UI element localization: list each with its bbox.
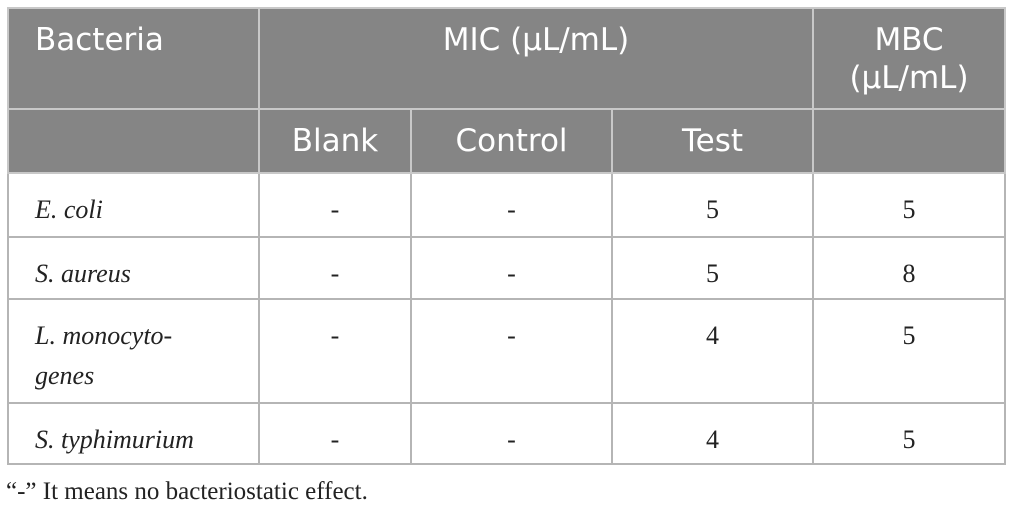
value-cell: - [410,236,613,300]
bacteria-cell: S. aureus [7,236,260,300]
header-cell: MBC (μL/mL) [812,7,1006,110]
bacteria-cell: S. typhimurium [7,402,260,465]
value-cell: - [410,402,613,465]
value-cell: - [258,172,412,238]
bacteria-name: E. coli [35,195,103,224]
header-cell [7,108,260,174]
header-cell: Control [410,108,613,174]
bacteria-cell: L. monocyto-genes [7,298,260,404]
header-row: Blank Control Test [7,108,1006,174]
header-cell: Test [611,108,814,174]
table-body: E. coli - -5 5 S. aureus - -5 8 L. monocyto-gene… [7,172,1006,465]
value-cell: 8 [812,236,1006,300]
bacteria-name: S. aureus [35,259,131,288]
bacteria-name: L. monocyto-genes [35,321,173,390]
value-cell: - [410,298,613,404]
body-row: S. typhimurium - -4 5 [7,402,1006,465]
value-cell: 5 [812,172,1006,238]
header-row: Bacteria MIC (μL/mL) MBC (μL/mL) [7,7,1006,110]
header-cell: Blank [258,108,412,174]
header-cell: MIC (μL/mL) [258,7,814,110]
body-row: S. aureus - -5 8 [7,236,1006,300]
data-table: Bacteria MIC (μL/mL) MBC (μL/mL) Blank Contr… [7,7,1006,465]
value-cell: 5 [812,298,1006,404]
value-cell: - [258,298,412,404]
value-cell: 5 [812,402,1006,465]
header-cell: Bacteria [7,7,260,110]
value-cell: 4 [611,402,814,465]
body-row: L. monocyto-genes - -4 5 [7,298,1006,404]
value-cell: 5 [611,236,814,300]
bacteria-cell: E. coli [7,172,260,238]
value-cell: - [258,402,412,465]
bacteria-name: S. typhimurium [35,425,194,454]
body-row: E. coli - -5 5 [7,172,1006,238]
value-cell: - [410,172,613,238]
table-header: Bacteria MIC (μL/mL) MBC (μL/mL) Blank Contr… [7,7,1006,174]
table-wrap: Bacteria MIC (μL/mL) MBC (μL/mL) Blank Contr… [7,7,1006,465]
value-cell: 5 [611,172,814,238]
value-cell: - [258,236,412,300]
value-cell: 4 [611,298,814,404]
footnote: “-” It means no bacteriostatic effect. [6,478,368,505]
header-cell [812,108,1006,174]
